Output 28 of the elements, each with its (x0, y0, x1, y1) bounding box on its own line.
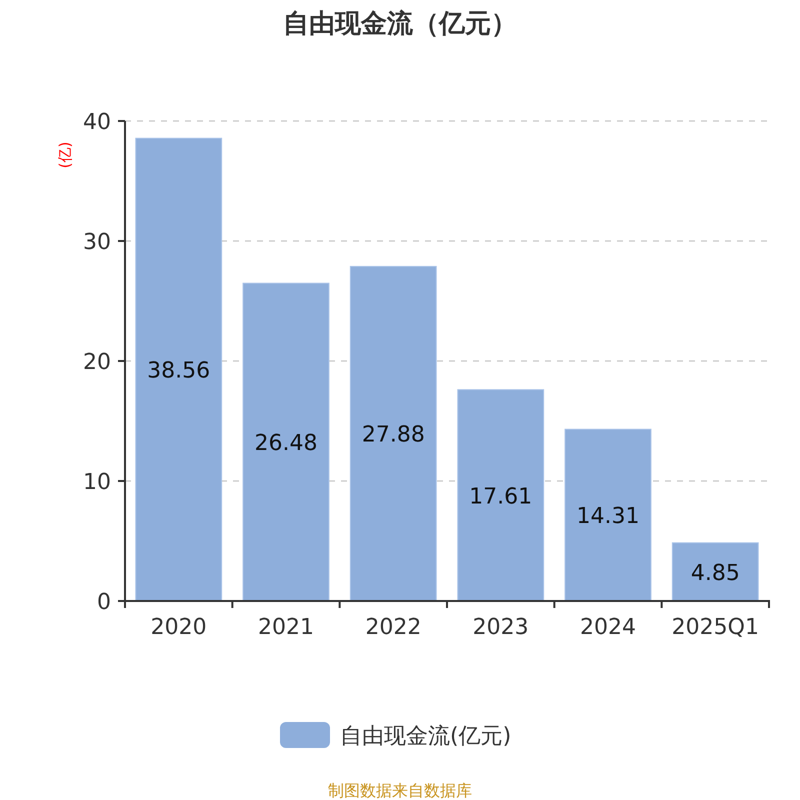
y-tick-label: 10 (83, 470, 111, 495)
y-tick-label: 40 (83, 110, 111, 135)
data-label: 26.48 (254, 431, 318, 456)
bar (564, 428, 652, 602)
data-label: 14.31 (576, 504, 640, 530)
x-tick-label: 2020 (150, 615, 207, 640)
data-label: 17.61 (469, 484, 532, 510)
y-tick-label: 0 (97, 590, 111, 615)
bar (350, 266, 437, 602)
x-tick-label: 2021 (258, 615, 314, 640)
bar (135, 138, 222, 602)
x-tick-label: 2023 (472, 615, 529, 640)
bar (457, 389, 544, 602)
legend: 自由现金流(亿元) (280, 722, 512, 749)
text: 制图数据来自数据库 (328, 781, 472, 800)
y-tick-label: 30 (83, 230, 111, 255)
data-label: 38.56 (147, 358, 210, 384)
bar (672, 542, 759, 602)
x-tick-label: 2025Q1 (672, 615, 759, 640)
data-label: 27.88 (362, 422, 425, 448)
legend-label: 自由现金流(亿元) (340, 724, 512, 749)
bar (242, 282, 330, 602)
y-axis-title: (亿) (56, 142, 74, 168)
y-tick-label: 20 (83, 350, 111, 375)
x-tick-label: 2024 (580, 615, 636, 640)
chart-title: 自由现金流（亿元） (283, 9, 517, 39)
data-label: 4.85 (690, 560, 740, 586)
x-tick-label: 2022 (365, 615, 422, 640)
